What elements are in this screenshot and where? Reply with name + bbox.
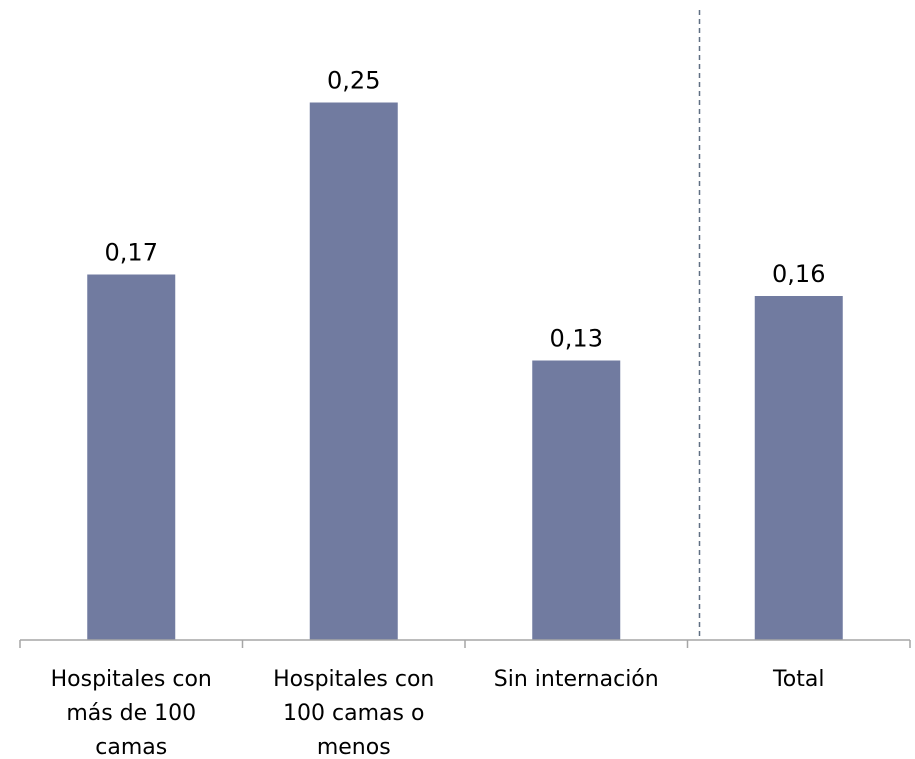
bars-group <box>87 102 843 640</box>
x-tick-label-line: camas <box>95 735 167 759</box>
x-tick-label: Hospitales con más de 100 camas <box>51 667 212 759</box>
x-tick-label-line: Total <box>772 667 824 692</box>
x-tick-label-line: 100 camas o <box>283 701 424 726</box>
bar <box>87 274 176 640</box>
x-tick-label-line: Hospitales con <box>51 667 212 692</box>
x-tick-labels: Hospitales con más de 100 camasHospitales … <box>51 667 825 759</box>
x-tick-label: Hospitales con 100 camas o menos <box>273 667 434 759</box>
data-label: 0,13 <box>550 325 603 353</box>
bar <box>754 296 843 640</box>
x-tick-label: Sin internación <box>494 667 659 692</box>
x-tick-label: Total <box>772 667 824 692</box>
x-tick-label-line: más de 100 <box>66 701 196 726</box>
bar <box>309 102 398 640</box>
data-label: 0,25 <box>327 67 380 95</box>
x-axis <box>19 10 911 648</box>
x-tick-label-line: Hospitales con <box>273 667 434 692</box>
bar <box>532 360 621 640</box>
x-tick-label-line: Sin internación <box>494 667 659 692</box>
data-label: 0,17 <box>105 239 158 267</box>
x-tick-label-line: menos <box>317 735 391 759</box>
data-label: 0,16 <box>772 260 825 288</box>
data-labels-group: 0,17 0,25 0,13 0,16 <box>105 67 826 353</box>
